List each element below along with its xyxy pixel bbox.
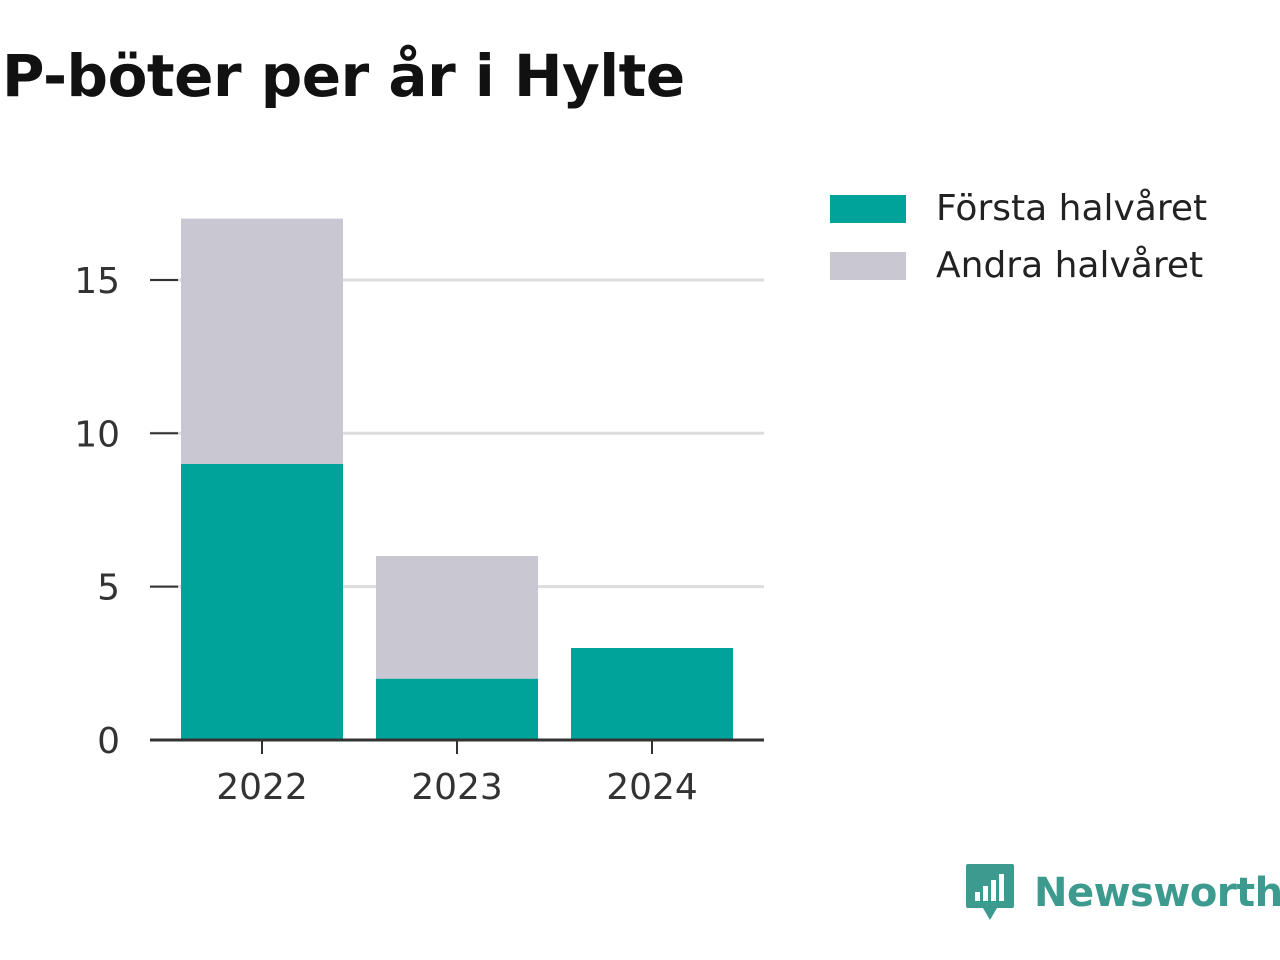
x-tick-label-2024: 2024 — [606, 767, 698, 808]
legend-swatch-second-half — [830, 251, 906, 280]
newsworthy-logo-icon — [966, 864, 1014, 920]
legend-item-first-half: Första halvåret — [830, 180, 1207, 237]
stacked-bar-chart: 0 5 10 15 2022 2023 2024 — [74, 218, 764, 808]
bar-2024-first-half — [571, 647, 733, 740]
y-tick-label-10: 10 — [74, 414, 120, 455]
bar-2023-second-half — [376, 555, 538, 679]
y-tick-label-5: 5 — [97, 568, 120, 609]
brand: Newsworthy — [964, 862, 1280, 924]
legend: Första halvåret Andra halvåret — [830, 180, 1207, 294]
bar-2022-second-half — [181, 218, 343, 464]
y-tick-label-0: 0 — [97, 721, 120, 762]
y-tick-label-15: 15 — [74, 261, 120, 302]
legend-swatch-first-half — [830, 194, 906, 223]
bar-2022-first-half — [181, 463, 343, 740]
legend-label-first-half: Första halvåret — [936, 188, 1208, 229]
brand-name: Newsworthy — [1034, 870, 1280, 916]
x-tick-label-2022: 2022 — [216, 767, 308, 808]
chart-title: P-böter per år i Hylte — [2, 42, 685, 110]
legend-item-second-half: Andra halvåret — [830, 237, 1207, 294]
x-tick-label-2023: 2023 — [411, 767, 503, 808]
legend-label-second-half: Andra halvåret — [936, 245, 1204, 286]
bar-2023-first-half — [376, 678, 538, 740]
